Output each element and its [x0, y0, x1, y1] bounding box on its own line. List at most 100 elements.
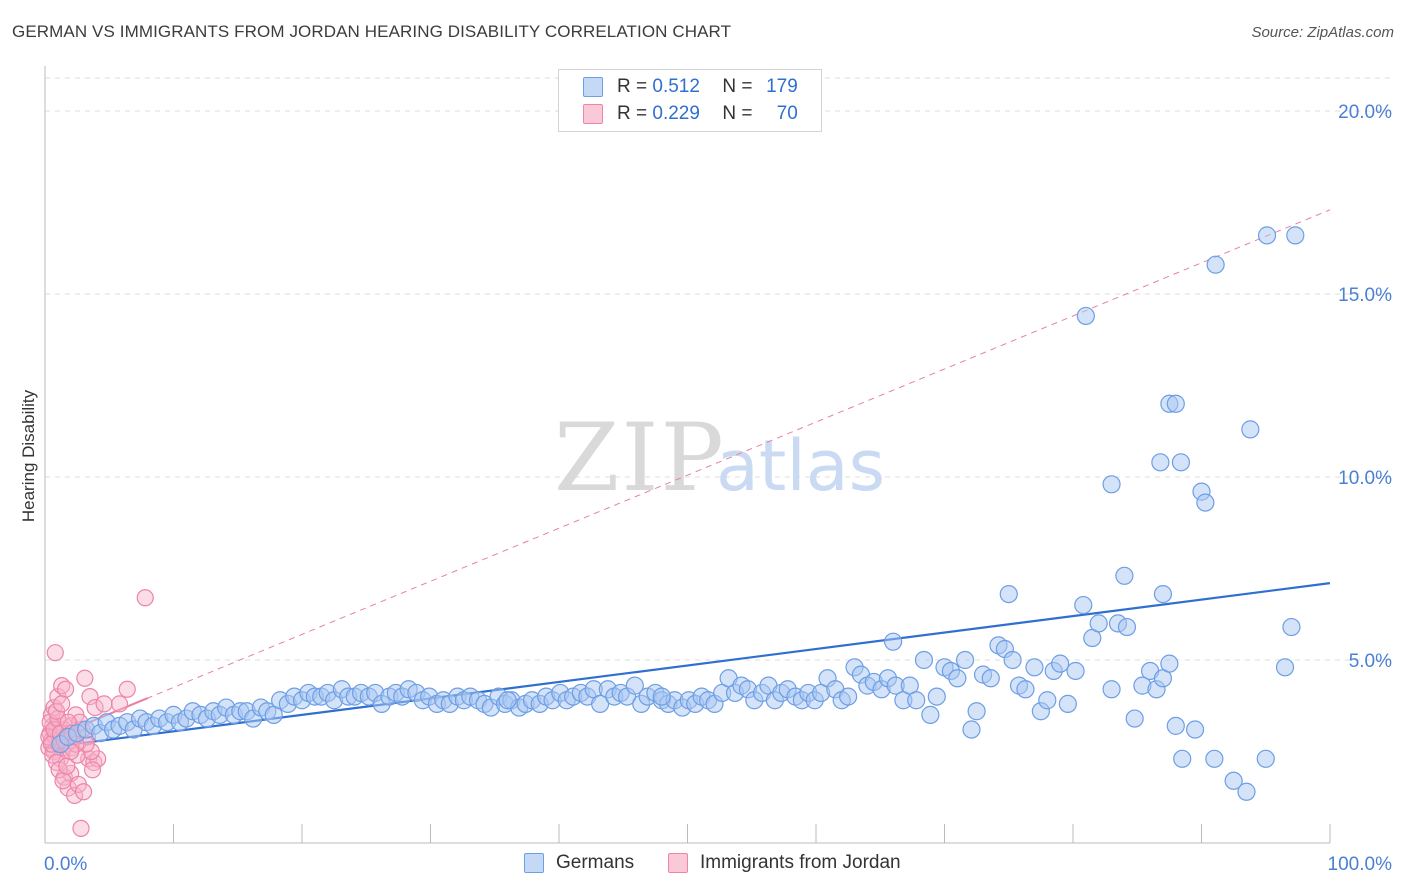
- data-point-jordan: [136, 589, 154, 607]
- legend-swatch-jordan: [668, 853, 688, 873]
- data-point-german: [1206, 255, 1225, 274]
- legend-r-value: 0.512: [652, 76, 700, 97]
- data-point-german: [1151, 453, 1170, 472]
- data-point-german: [883, 632, 903, 651]
- x-tick-label: 100.0%: [1328, 854, 1393, 875]
- data-point-jordan: [74, 783, 93, 801]
- data-point-german: [981, 669, 1000, 688]
- data-point-german: [1171, 453, 1191, 472]
- legend-n-value: 70: [776, 103, 798, 124]
- legend-swatch-jordan: [583, 104, 603, 124]
- german-points: [51, 226, 1305, 801]
- data-point-german: [1166, 716, 1185, 735]
- data-point-german: [967, 702, 986, 721]
- data-point-german: [839, 687, 858, 706]
- legend-row-germans: R = 0.512 N = 179: [583, 76, 798, 98]
- data-point-jordan: [76, 669, 94, 687]
- data-point-german: [1166, 394, 1185, 413]
- legend-r-label: R =: [617, 103, 648, 124]
- data-point-german: [1257, 226, 1277, 245]
- data-point-german: [962, 720, 981, 739]
- data-point-jordan: [110, 695, 129, 713]
- data-point-german: [1224, 771, 1243, 790]
- data-point-german: [1074, 595, 1093, 615]
- data-point-jordan: [65, 786, 84, 805]
- data-point-german: [1256, 749, 1275, 768]
- data-point-jordan: [86, 698, 104, 717]
- y-tick-label: 20.0%: [1338, 102, 1392, 123]
- legend-n-label: N =: [722, 76, 753, 97]
- y-axis-label: Hearing Disability: [19, 389, 38, 522]
- data-point-german: [1058, 694, 1077, 714]
- data-point-jordan: [53, 695, 71, 713]
- y-tick-label: 15.0%: [1338, 285, 1392, 306]
- data-point-german: [1275, 658, 1295, 677]
- correlation-legend: R = 0.512 N = 179 R = 0.229 N = 70: [558, 69, 822, 132]
- y-tick-label: 10.0%: [1338, 468, 1392, 489]
- data-point-german: [1003, 650, 1022, 670]
- data-point-jordan: [81, 687, 99, 706]
- data-point-jordan: [118, 680, 136, 698]
- x-tick-label: 0.0%: [44, 854, 87, 875]
- data-point-german: [1089, 614, 1108, 633]
- legend-r-label: R =: [617, 76, 648, 97]
- legend-n-value: 179: [766, 76, 798, 97]
- axes: [44, 66, 1331, 844]
- grid-lines: [45, 77, 1393, 661]
- data-point-german: [1237, 782, 1256, 801]
- data-point-german: [1125, 709, 1144, 728]
- data-point-german: [999, 585, 1018, 604]
- legend-r-value: 0.229: [652, 103, 700, 124]
- data-point-german: [1286, 226, 1305, 245]
- data-point-german: [927, 687, 946, 706]
- legend-label-jordan: Immigrants from Jordan: [700, 852, 901, 873]
- data-point-german: [1160, 654, 1179, 673]
- data-point-jordan: [95, 695, 113, 713]
- legend-label-germans: Germans: [556, 852, 635, 873]
- data-point-german: [955, 650, 975, 670]
- data-point-german: [948, 669, 967, 688]
- data-point-german: [1051, 654, 1070, 673]
- data-point-german: [1196, 493, 1215, 512]
- chart-source: Source: ZipAtlas.com: [1251, 24, 1394, 41]
- data-point-german: [1241, 420, 1260, 439]
- data-point-german: [1173, 749, 1192, 768]
- data-point-german: [921, 705, 940, 724]
- data-point-german: [1016, 680, 1035, 699]
- tick-labels: 5.0% 10.0% 15.0% 20.0% 0.0% 100.0%: [44, 102, 1392, 875]
- legend-item-germans: Germans: [524, 852, 634, 874]
- data-point-german: [1185, 720, 1205, 739]
- data-point-german: [1117, 617, 1137, 637]
- data-point-jordan: [46, 644, 64, 662]
- data-point-german: [1282, 617, 1301, 637]
- data-point-german: [1102, 475, 1121, 494]
- watermark-zip: ZIP: [554, 404, 726, 513]
- data-point-german: [907, 691, 926, 710]
- data-point-jordan: [83, 761, 102, 779]
- y-tick-label: 5.0%: [1349, 651, 1392, 672]
- data-point-jordan: [54, 772, 72, 790]
- data-point-german: [914, 650, 934, 670]
- data-point-german: [1153, 585, 1173, 604]
- legend-row-jordan: R = 0.229 N = 70: [583, 103, 798, 125]
- data-point-jordan: [72, 819, 90, 837]
- data-point-german: [1102, 680, 1121, 699]
- data-point-german: [1205, 749, 1224, 768]
- data-point-german: [1038, 691, 1057, 710]
- data-point-german: [498, 691, 517, 710]
- data-point-german: [1025, 658, 1044, 677]
- legend-swatch-germans: [524, 853, 544, 873]
- chart-title: GERMAN VS IMMIGRANTS FROM JORDAN HEARING…: [12, 22, 732, 41]
- data-point-german: [591, 694, 610, 714]
- legend-n-label: N =: [722, 103, 753, 124]
- trend-line-jordan-dashed: [44, 209, 1331, 741]
- watermark: ZIP atlas: [554, 404, 885, 513]
- data-point-german: [1066, 661, 1085, 681]
- data-point-german: [1076, 306, 1095, 326]
- data-point-german: [1115, 566, 1134, 585]
- data-point-german: [652, 687, 671, 706]
- data-point-german: [625, 676, 644, 695]
- legend-swatch-germans: [583, 77, 603, 97]
- series-legend: Germans Immigrants from Jordan: [0, 852, 1406, 878]
